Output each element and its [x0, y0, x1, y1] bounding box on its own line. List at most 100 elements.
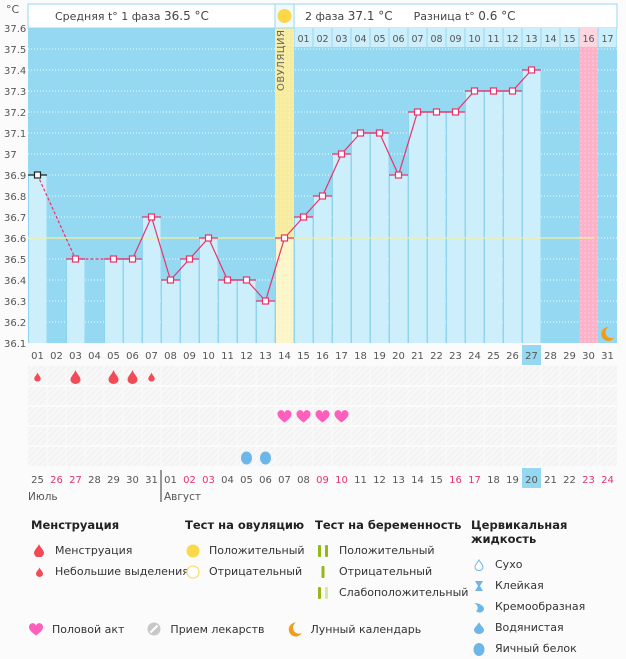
calendar-date-label: 02 [183, 475, 196, 486]
cycle-day-label: 08 [164, 351, 177, 362]
legend-label: Небольшие выделения [55, 565, 189, 578]
diff-value: 0.6 °C [478, 9, 516, 23]
calendar-date-label: 17 [468, 475, 481, 486]
calendar-date-label: 22 [563, 475, 576, 486]
cycle-day-label: 05 [107, 351, 120, 362]
y-tick-label: 37.6 [4, 24, 26, 35]
phase2-day-label: 08 [430, 34, 442, 45]
calendar-date-label: 14 [411, 475, 424, 486]
temperature-point [166, 276, 175, 284]
cycle-day-label: 15 [297, 351, 310, 362]
temperature-point [356, 129, 365, 137]
temperature-bar [123, 259, 142, 343]
temperature-bar [465, 91, 484, 343]
small-drop-icon [31, 564, 47, 580]
circle-filled-icon [185, 543, 201, 559]
moon-icon [287, 621, 303, 637]
egg-white-icon [241, 451, 252, 465]
legend-cervical-fluid: Цервикальная жидкость Сухо Клейкая Кремо… [471, 518, 626, 659]
phase1-label: Средняя t° 1 фаза [55, 10, 161, 23]
calendar-date-label: 11 [354, 475, 367, 486]
phase2-day-cell [408, 28, 427, 47]
calendar-date-label: 05 [240, 475, 253, 486]
phase2-day-cell [389, 28, 408, 47]
legend-label: Отрицательный [339, 565, 433, 578]
cycle-day-label: 29 [563, 351, 576, 362]
temperature-point [489, 87, 498, 95]
phase2-day-cell [503, 28, 522, 47]
phase2-label: 2 фаза [305, 10, 345, 23]
phase2-day-label: 09 [449, 34, 461, 45]
temperature-point [185, 255, 194, 263]
cycle-day-label: 13 [259, 351, 272, 362]
pill-icon [146, 621, 162, 637]
legend-ovulation-test: Тест на овуляцию Положительный Отрицател… [185, 518, 305, 582]
legend-label: Прием лекарств [170, 622, 265, 636]
phase2-day-cell [294, 28, 313, 47]
phase2-day-label: 11 [487, 34, 499, 45]
temperature-bar [104, 259, 123, 343]
calendar-date-label: 15 [430, 475, 443, 486]
legend-label: Яичный белок [495, 642, 577, 655]
calendar-date-label: 27 [69, 475, 82, 486]
cycle-day-label: 26 [506, 351, 519, 362]
temperature-bar [313, 196, 332, 343]
cycle-day-label: 21 [411, 351, 424, 362]
temperature-bar [389, 175, 408, 343]
cycle-day-label: 23 [449, 351, 462, 362]
temperature-point [109, 255, 118, 263]
temperature-point [375, 129, 384, 137]
phase2-day-cell [446, 28, 465, 47]
temperature-point [451, 108, 460, 116]
temperature-line-segment [378, 132, 400, 176]
phase2-day-label: 04 [354, 34, 366, 45]
phase2-day-cell [351, 28, 370, 47]
calendar-date-label: 08 [297, 475, 310, 486]
bbt-chart: 37.6 37.5 37.4 37.3 37.2 37.1 37 36.9 36.8 36.7 36… [4, 3, 618, 503]
phase2-day-cell [579, 28, 598, 47]
legend-title: Тест на овуляцию [185, 518, 305, 532]
phase2-summary: 2 фаза 37.1 °C Разница t° 0.6 °C [305, 9, 516, 23]
calendar-date-label: 10 [335, 475, 348, 486]
cycle-day-label: 04 [88, 351, 101, 362]
temperature-bar [522, 70, 541, 343]
today-cycle-day-highlight [522, 345, 541, 365]
legend-item: Кремообразная [471, 596, 626, 617]
temperature-point [470, 87, 479, 95]
legend-item: Слабоположительный [315, 582, 468, 603]
legend-label: Отрицательный [209, 565, 303, 578]
y-tick-label: 37.4 [4, 66, 26, 77]
cycle-day-label: 11 [221, 351, 234, 362]
temperature-bar [503, 91, 522, 343]
legend-item: Прием лекарств [146, 621, 265, 637]
creamy-icon [471, 599, 487, 615]
temperature-bar [199, 238, 218, 343]
temperature-bar [142, 217, 161, 343]
phase1-summary: Средняя t° 1 фаза 36.5 °C [55, 9, 209, 23]
heart-icon [28, 621, 44, 637]
calendar-date-label: 18 [487, 475, 500, 486]
y-tick-label: 37.5 [4, 45, 26, 56]
calendar-date-label: 31 [145, 475, 158, 486]
calendar-date-label: 13 [392, 475, 405, 486]
calendar-date-label: 23 [582, 475, 595, 486]
calendar-date-label: 06 [259, 475, 272, 486]
temperature-point [432, 108, 441, 116]
legend-item: Сухо [471, 554, 626, 575]
phase2-day-cell [560, 28, 579, 47]
cycle-day-label: 27 [525, 351, 538, 362]
temperature-point [242, 276, 251, 284]
phase2-day-label: 07 [411, 34, 423, 45]
dry-drop-icon [471, 557, 487, 573]
cycle-day-label: 24 [468, 351, 481, 362]
month-label: Август [164, 491, 201, 503]
cycle-day-label: 01 [31, 351, 44, 362]
y-tick-label: 36.1 [4, 339, 26, 350]
cycle-day-label: 20 [392, 351, 405, 362]
ovulation-texture [275, 28, 294, 343]
legend-item: Менструация [31, 540, 189, 561]
temperature-point [261, 297, 270, 305]
legend-title: Тест на беременность [315, 518, 462, 532]
calendar-date-label: 16 [449, 475, 462, 486]
legend-label: Менструация [55, 544, 133, 557]
